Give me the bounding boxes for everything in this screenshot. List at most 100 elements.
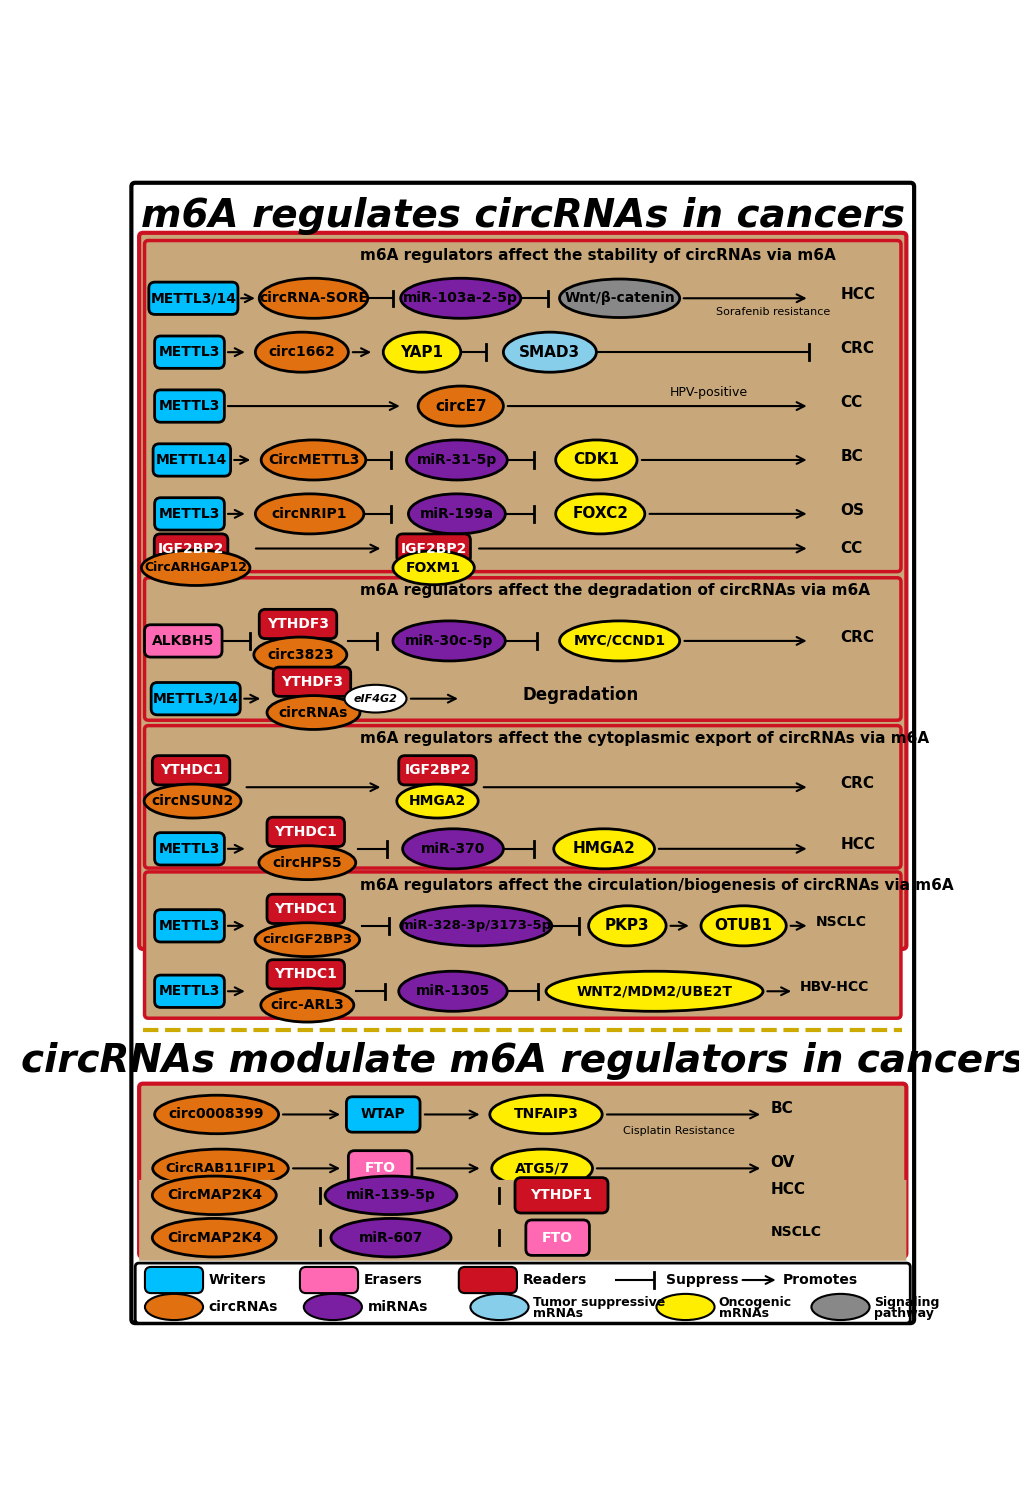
Text: YTHDC1: YTHDC1 xyxy=(274,968,337,981)
Text: METTL3: METTL3 xyxy=(159,842,220,856)
Ellipse shape xyxy=(304,1294,362,1320)
Text: CRC: CRC xyxy=(840,775,873,790)
Ellipse shape xyxy=(261,440,366,480)
Ellipse shape xyxy=(383,332,461,373)
Text: CircMAP2K4: CircMAP2K4 xyxy=(167,1188,262,1202)
Text: miRNAs: miRNAs xyxy=(368,1300,428,1314)
Text: Cisplatin Resistance: Cisplatin Resistance xyxy=(623,1126,735,1136)
Ellipse shape xyxy=(153,1150,288,1188)
Text: pathway: pathway xyxy=(873,1306,932,1320)
Text: miR-607: miR-607 xyxy=(359,1223,423,1238)
Text: PKP3: PKP3 xyxy=(604,918,649,933)
Text: Readers: Readers xyxy=(522,1273,586,1287)
FancyBboxPatch shape xyxy=(155,335,224,368)
Text: m6A regulators affect the cytoplasmic export of circRNAs via m6A: m6A regulators affect the cytoplasmic ex… xyxy=(360,731,928,746)
Ellipse shape xyxy=(261,989,354,1021)
FancyBboxPatch shape xyxy=(145,625,222,658)
Text: HCC: HCC xyxy=(770,1182,805,1197)
Text: YAP1: YAP1 xyxy=(400,344,443,359)
Text: mRNAs: mRNAs xyxy=(718,1306,768,1320)
FancyBboxPatch shape xyxy=(151,683,240,714)
FancyBboxPatch shape xyxy=(348,1151,412,1185)
Text: m6A regulators affect the stability of circRNAs via m6A: m6A regulators affect the stability of c… xyxy=(360,249,835,264)
FancyBboxPatch shape xyxy=(273,666,351,696)
Ellipse shape xyxy=(155,1096,278,1133)
FancyBboxPatch shape xyxy=(139,1084,906,1257)
Text: SMAD3: SMAD3 xyxy=(519,344,580,359)
Ellipse shape xyxy=(152,1203,276,1242)
Text: FOXM1: FOXM1 xyxy=(406,561,461,574)
Text: NSCLC: NSCLC xyxy=(770,1217,821,1230)
FancyBboxPatch shape xyxy=(131,183,913,1323)
Text: YTHDF3: YTHDF3 xyxy=(280,675,342,689)
FancyBboxPatch shape xyxy=(145,726,900,868)
Ellipse shape xyxy=(407,440,506,480)
Ellipse shape xyxy=(489,1096,601,1133)
FancyBboxPatch shape xyxy=(515,1205,607,1241)
Text: MYC/CCND1: MYC/CCND1 xyxy=(573,634,665,649)
Text: FTO: FTO xyxy=(541,1230,573,1245)
Text: miR-103a-2-5p: miR-103a-2-5p xyxy=(403,291,518,306)
FancyBboxPatch shape xyxy=(152,756,229,784)
Ellipse shape xyxy=(588,907,665,945)
Text: circ-ARL3: circ-ARL3 xyxy=(270,997,343,1012)
Text: mRNAs: mRNAs xyxy=(532,1306,582,1320)
Text: WNT2/MDM2/UBE2T: WNT2/MDM2/UBE2T xyxy=(576,984,732,999)
Text: IGF2BP2: IGF2BP2 xyxy=(404,763,470,777)
Text: m6A regulators affect the degradation of circRNAs via m6A: m6A regulators affect the degradation of… xyxy=(360,583,869,598)
Text: CircRAB11FIP1: CircRAB11FIP1 xyxy=(165,1161,275,1175)
Ellipse shape xyxy=(398,971,506,1011)
Text: Suppress: Suppress xyxy=(665,1273,738,1287)
FancyBboxPatch shape xyxy=(459,1267,517,1293)
Text: Autophagy flux: Autophagy flux xyxy=(623,1181,708,1190)
Text: miR-1305: miR-1305 xyxy=(416,984,490,999)
Ellipse shape xyxy=(811,1294,869,1320)
Text: YTHDF1: YTHDF1 xyxy=(530,1215,592,1229)
Ellipse shape xyxy=(470,1294,528,1320)
FancyBboxPatch shape xyxy=(145,872,900,1018)
Ellipse shape xyxy=(255,332,348,373)
Ellipse shape xyxy=(267,696,360,729)
Text: OS: OS xyxy=(840,502,864,517)
Text: IGF2BP2: IGF2BP2 xyxy=(400,541,467,556)
Ellipse shape xyxy=(325,1203,457,1242)
Ellipse shape xyxy=(144,784,240,819)
FancyBboxPatch shape xyxy=(267,960,344,989)
FancyBboxPatch shape xyxy=(154,534,227,564)
Text: HCC: HCC xyxy=(840,286,874,301)
Text: Wnt/β-catenin: Wnt/β-catenin xyxy=(564,291,675,306)
Text: YTHDC1: YTHDC1 xyxy=(274,825,337,839)
Text: circRNA-SORE: circRNA-SORE xyxy=(259,291,368,306)
FancyBboxPatch shape xyxy=(155,498,224,529)
Ellipse shape xyxy=(656,1294,714,1320)
Text: IGF2BP2: IGF2BP2 xyxy=(158,541,224,556)
Ellipse shape xyxy=(491,1150,592,1188)
Text: METTL3/14: METTL3/14 xyxy=(150,291,236,306)
Ellipse shape xyxy=(545,971,762,1011)
Text: OV: OV xyxy=(770,1154,795,1170)
Ellipse shape xyxy=(259,279,368,318)
Text: YTHDF1: YTHDF1 xyxy=(530,1188,592,1202)
Text: HMGA2: HMGA2 xyxy=(409,795,466,808)
Text: circRNAs: circRNAs xyxy=(278,705,347,720)
Text: miR-199a: miR-199a xyxy=(420,507,493,520)
FancyBboxPatch shape xyxy=(267,817,344,847)
Text: miR-31-5p: miR-31-5p xyxy=(417,453,496,467)
Text: Sorafenib resistance: Sorafenib resistance xyxy=(715,307,829,318)
Text: CircMAP2K4: CircMAP2K4 xyxy=(167,1215,262,1229)
Text: CircMAP2K4: CircMAP2K4 xyxy=(167,1230,262,1245)
Text: NSCLC: NSCLC xyxy=(815,915,866,929)
Text: circ1662: circ1662 xyxy=(268,346,335,359)
Text: Writers: Writers xyxy=(209,1273,266,1287)
Text: FTO: FTO xyxy=(365,1161,395,1175)
Ellipse shape xyxy=(152,1218,276,1257)
FancyBboxPatch shape xyxy=(398,756,476,784)
Text: YTHDC1: YTHDC1 xyxy=(159,763,222,777)
Text: circNSUN2: circNSUN2 xyxy=(152,795,233,808)
FancyBboxPatch shape xyxy=(145,579,900,720)
Text: METTL3: METTL3 xyxy=(159,346,220,359)
Text: ATG5/7: ATG5/7 xyxy=(514,1161,570,1175)
Ellipse shape xyxy=(400,279,521,318)
Ellipse shape xyxy=(559,620,679,661)
Text: miR-328-3p/3173-5p: miR-328-3p/3173-5p xyxy=(399,920,551,932)
